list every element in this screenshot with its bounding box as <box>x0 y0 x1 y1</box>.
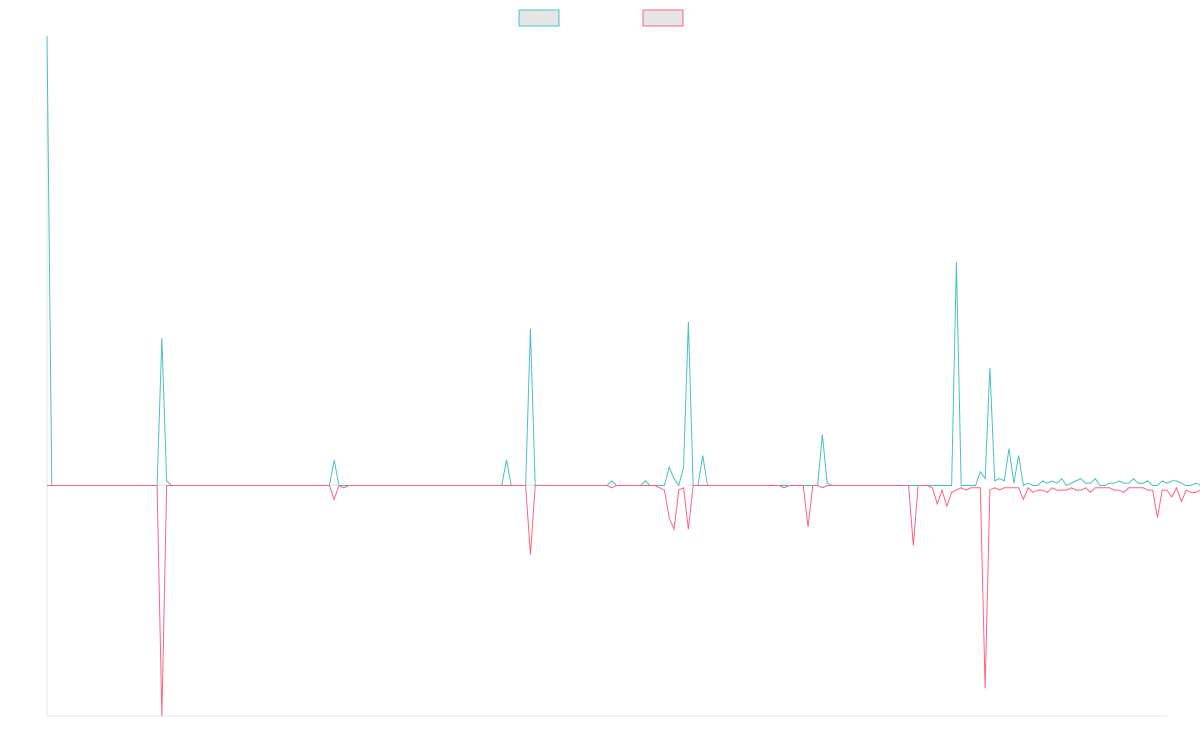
series-line-1[interactable] <box>46 35 1200 487</box>
chart-axes <box>46 36 1167 717</box>
chart-legend[interactable] <box>518 9 684 27</box>
legend-swatch-series-2[interactable] <box>642 9 684 27</box>
series-line-2[interactable] <box>47 484 1200 717</box>
chart-series-layer <box>46 35 1200 717</box>
legend-swatch-series-1[interactable] <box>518 9 560 27</box>
